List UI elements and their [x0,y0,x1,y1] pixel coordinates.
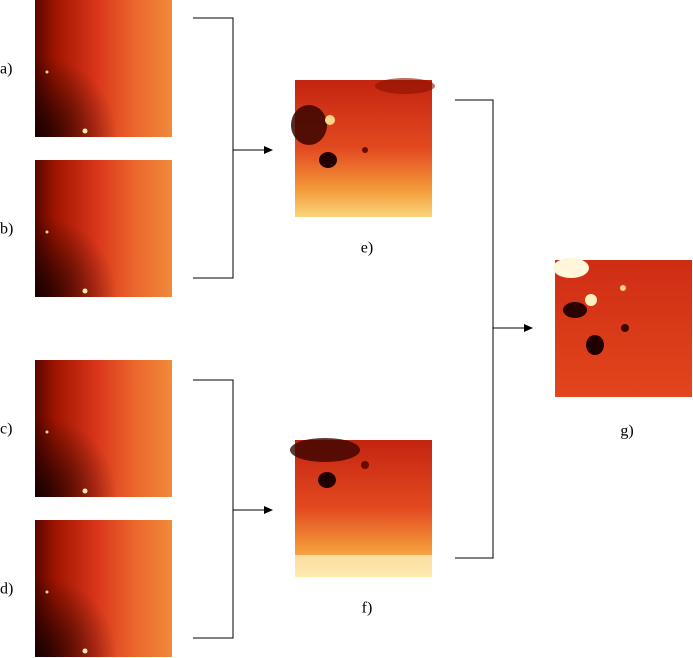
panel-label: f) [362,600,373,617]
combined-image [290,438,432,577]
frame-image [35,160,172,297]
panel-label: e) [361,240,373,257]
bracket [193,17,234,279]
arrowhead [264,506,273,514]
panel-label: g) [620,423,633,440]
panel-label: b) [0,221,13,238]
combined-image [291,78,435,217]
panel-label: d) [0,581,13,598]
final-image [553,258,692,397]
arrowhead [524,324,533,332]
panel-label: c) [0,421,12,438]
frame-image [35,520,172,657]
bracket [193,379,234,639]
frame-image [35,0,172,137]
panel-label: a) [0,61,12,78]
frame-image [35,360,172,497]
bracket [455,99,494,559]
arrowhead [264,146,273,154]
